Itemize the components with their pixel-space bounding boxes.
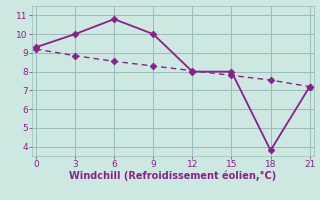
X-axis label: Windchill (Refroidissement éolien,°C): Windchill (Refroidissement éolien,°C) bbox=[69, 171, 276, 181]
